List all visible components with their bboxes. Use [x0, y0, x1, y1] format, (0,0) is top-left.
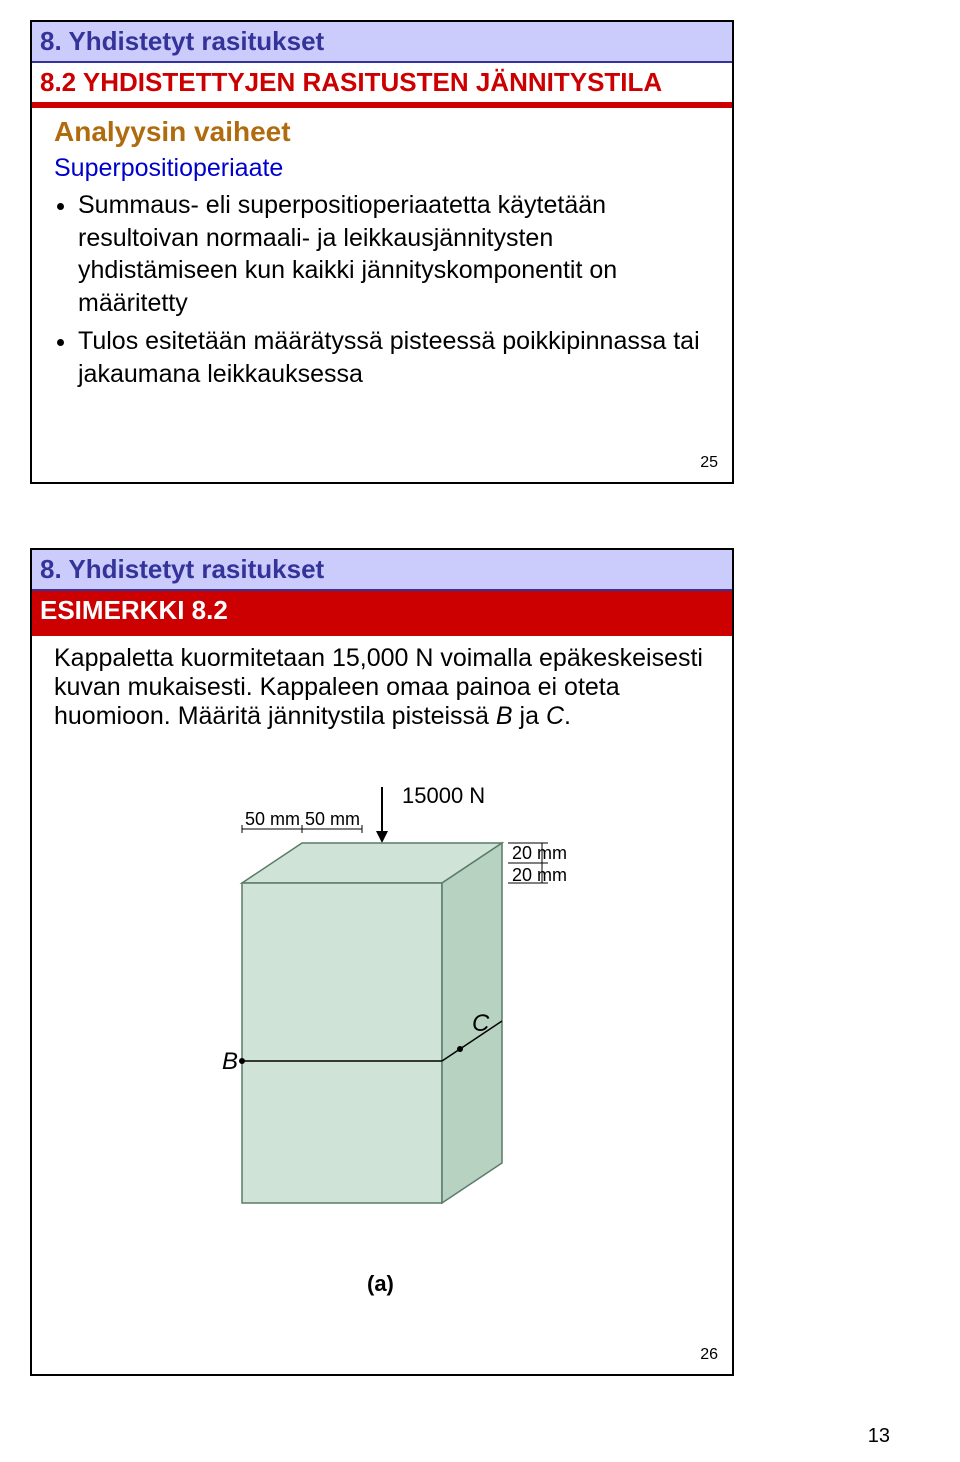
bullet-item: Summaus- eli superpositioperiaatetta käy…	[78, 189, 710, 319]
slide-2-content: Kappaletta kuormitetaan 15,000 N voimall…	[32, 636, 732, 1309]
body-var-c: C	[546, 702, 564, 730]
body-text: ja	[513, 702, 546, 730]
slide-1: 8. Yhdistetyt rasitukset 8.2 YHDISTETTYJ…	[30, 20, 734, 484]
slide-1-titlebar: 8. Yhdistetyt rasitukset	[32, 22, 732, 63]
slide-1-bullets: Summaus- eli superpositioperiaatetta käy…	[78, 189, 710, 390]
force-label: 15000 N	[402, 783, 485, 808]
slide-2-heading: 8. Yhdistetyt rasitukset	[40, 554, 724, 585]
slide-1-section: 8.2 YHDISTETTYJEN RASITUSTEN JÄNNITYSTIL…	[32, 63, 732, 108]
slide-2-titlebar: 8. Yhdistetyt rasitukset	[32, 550, 732, 591]
dim-side-2: 20 mm	[512, 865, 567, 885]
page-number: 13	[868, 1425, 890, 1448]
body-text: Kappaletta kuormitetaan 15,000 N voimall…	[54, 644, 703, 730]
body-var-b: B	[496, 702, 513, 730]
slide-2-body: Kappaletta kuormitetaan 15,000 N voimall…	[54, 644, 710, 731]
dim-top-left: 50 mm	[245, 809, 300, 829]
slide-1-content: Analyysin vaiheet Superpositioperiaate S…	[32, 108, 732, 404]
dim-top-right: 50 mm	[305, 809, 360, 829]
slide-2-number: 26	[700, 1346, 718, 1364]
slide-1-linkline: Superpositioperiaate	[54, 154, 710, 183]
slide-1-number: 25	[700, 454, 718, 472]
dim-side-1: 20 mm	[512, 843, 567, 863]
body-text: .	[564, 702, 571, 730]
slide-2-section: ESIMERKKI 8.2	[32, 591, 732, 636]
slide-2: 8. Yhdistetyt rasitukset ESIMERKKI 8.2 K…	[30, 548, 734, 1376]
label-b: B	[222, 1048, 238, 1075]
bullet-item: Tulos esitetään määrätyssä pisteessä poi…	[78, 325, 710, 390]
figure-block-diagram: 15000 N 50 mm 50 mm	[172, 781, 592, 1301]
slide-1-subheading: Analyysin vaiheet	[54, 116, 710, 148]
label-c: C	[472, 1010, 490, 1037]
slide-1-heading: 8. Yhdistetyt rasitukset	[40, 26, 724, 57]
figure-caption: (a)	[367, 1271, 394, 1296]
